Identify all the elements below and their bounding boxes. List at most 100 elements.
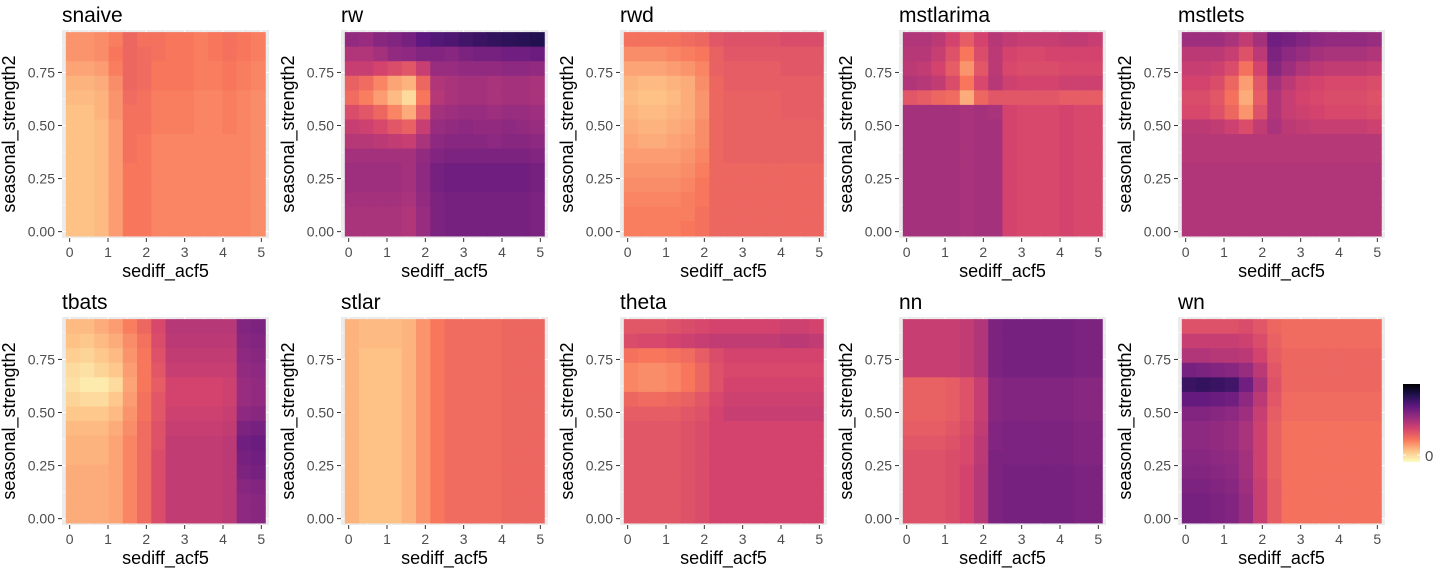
heat-cell xyxy=(1073,61,1089,77)
heat-cell xyxy=(1253,206,1268,222)
heat-cell xyxy=(1016,333,1032,349)
heat-cell xyxy=(1238,508,1254,524)
heat-cell xyxy=(94,377,110,393)
heat-cell xyxy=(766,479,782,495)
heat-cell xyxy=(1352,46,1368,62)
heat-cell xyxy=(808,90,824,106)
heat-cell xyxy=(208,61,224,77)
x-axis-title: sediff_acf5 xyxy=(1238,548,1325,569)
heat-cell xyxy=(444,134,460,150)
heat-cell xyxy=(1238,406,1254,422)
heat-cell xyxy=(472,206,488,222)
heat-cell xyxy=(751,391,767,408)
heat-cell xyxy=(444,435,460,451)
heat-cell xyxy=(709,206,725,222)
heat-cell xyxy=(94,435,110,451)
heat-cell xyxy=(1002,134,1018,150)
heat-cell xyxy=(416,46,431,62)
heat-cell xyxy=(709,119,725,135)
heat-cell xyxy=(250,119,266,135)
heat-cell xyxy=(151,119,167,135)
heat-cell xyxy=(165,104,181,121)
heat-cell xyxy=(680,493,696,509)
x-tick-label: 4 xyxy=(219,244,227,260)
heat-cell xyxy=(1338,508,1354,524)
heat-cell xyxy=(222,333,238,349)
y-axis-title: seasonal_strength2 xyxy=(836,55,857,212)
heat-cell xyxy=(208,333,224,349)
heat-cell xyxy=(988,348,1004,364)
heat-cell xyxy=(529,119,545,135)
y-tick-label: 0.75 xyxy=(307,64,334,80)
heat-cell xyxy=(529,362,545,378)
heat-cell xyxy=(1366,46,1382,62)
heat-cell xyxy=(780,406,796,422)
heat-cell xyxy=(108,163,124,179)
heat-cell xyxy=(945,206,961,222)
heat-cell xyxy=(1016,479,1032,495)
heat-cell xyxy=(444,348,460,364)
heat-cell xyxy=(250,508,266,524)
heat-cell xyxy=(1352,377,1368,393)
heat-cell xyxy=(666,90,682,106)
heat-cell xyxy=(1295,391,1311,408)
heat-cell xyxy=(108,177,124,193)
heat-cell xyxy=(1309,464,1325,480)
heat-cell xyxy=(236,134,252,150)
heat-cell xyxy=(529,479,545,495)
heat-cell xyxy=(1253,75,1268,91)
heat-cell xyxy=(430,75,446,91)
heat-cell xyxy=(529,206,545,222)
heat-cell xyxy=(344,450,360,466)
heat-cell xyxy=(373,75,389,91)
heat-cell xyxy=(1338,319,1354,335)
heat-cell xyxy=(931,206,947,222)
heat-cell xyxy=(766,406,782,422)
heat-cell xyxy=(1002,450,1018,466)
heat-cell xyxy=(122,61,138,77)
heat-cell xyxy=(222,221,238,237)
heat-cell xyxy=(780,362,796,378)
heat-cell xyxy=(1073,90,1089,106)
heat-cell xyxy=(1030,391,1046,408)
heat-cell xyxy=(666,104,682,121)
heat-cell xyxy=(1295,32,1311,48)
heat-cell xyxy=(680,377,696,393)
heat-cell xyxy=(737,90,753,106)
heat-cell xyxy=(751,450,767,466)
color-legend: 0 xyxy=(1403,384,1433,465)
x-tick-label: 1 xyxy=(662,244,670,260)
heat-cell xyxy=(529,75,545,91)
heat-cell xyxy=(1210,148,1226,164)
x-tick-label: 3 xyxy=(181,244,189,260)
heat-cell xyxy=(623,362,639,378)
heat-cell xyxy=(1002,221,1018,237)
heat-cell xyxy=(1338,348,1354,364)
heat-cell xyxy=(766,206,782,222)
legend-colorbar xyxy=(1403,384,1420,462)
heat-cell xyxy=(751,104,767,121)
heat-cell xyxy=(623,333,639,349)
heat-cell xyxy=(1338,406,1354,422)
heat-cell xyxy=(680,479,696,495)
heat-cell xyxy=(208,163,224,179)
heat-cell xyxy=(723,75,739,91)
heat-cell xyxy=(472,391,488,408)
heat-cell xyxy=(917,391,932,408)
heat-cell xyxy=(387,464,403,480)
heat-cell xyxy=(165,192,181,208)
heat-cell xyxy=(1352,464,1368,480)
heat-cell xyxy=(373,348,389,364)
heat-cell xyxy=(1352,134,1368,150)
heat-cell xyxy=(917,435,932,451)
heat-cell xyxy=(1324,333,1340,349)
y-tick-label: 0.50 xyxy=(865,405,892,421)
heat-cell xyxy=(122,493,138,509)
heat-cell xyxy=(623,134,639,150)
heat-cell xyxy=(344,119,360,135)
heat-cell xyxy=(1030,377,1046,393)
heat-cell xyxy=(501,134,517,150)
heat-cell xyxy=(1253,493,1268,509)
heat-cell xyxy=(515,134,531,150)
heat-cell xyxy=(1016,319,1032,335)
